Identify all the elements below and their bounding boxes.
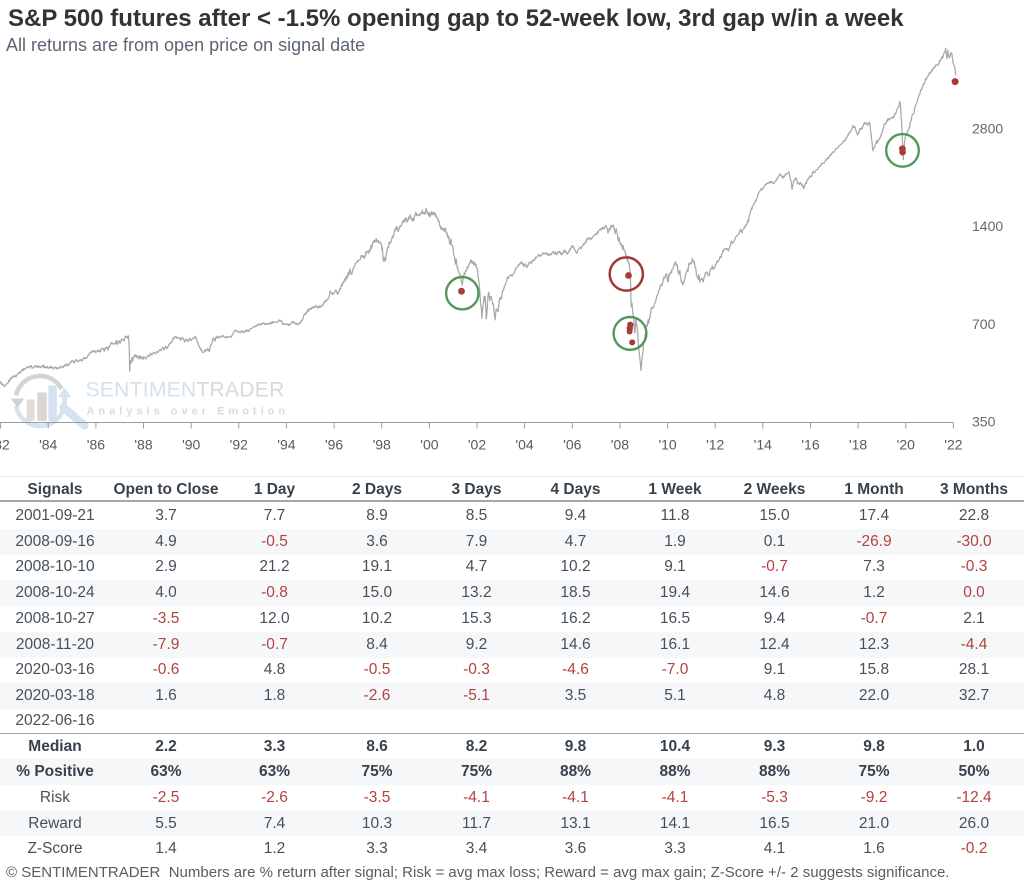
svg-text:2800: 2800 xyxy=(972,120,1003,136)
svg-text:'02: '02 xyxy=(468,437,486,453)
svg-text:1400: 1400 xyxy=(972,218,1003,234)
svg-text:'88: '88 xyxy=(134,437,152,453)
svg-text:'98: '98 xyxy=(373,437,391,453)
svg-text:'86: '86 xyxy=(87,437,105,453)
svg-text:'04: '04 xyxy=(515,437,533,453)
svg-text:'96: '96 xyxy=(325,437,343,453)
svg-text:'18: '18 xyxy=(849,437,867,453)
svg-text:'10: '10 xyxy=(658,437,676,453)
svg-text:'92: '92 xyxy=(230,437,248,453)
svg-text:'20: '20 xyxy=(897,437,915,453)
svg-text:'90: '90 xyxy=(182,437,200,453)
svg-text:'14: '14 xyxy=(754,437,772,453)
svg-text:'82: '82 xyxy=(0,437,10,453)
svg-text:'00: '00 xyxy=(420,437,438,453)
svg-text:SENTIMENTRADER: SENTIMENTRADER xyxy=(86,379,285,402)
svg-text:'84: '84 xyxy=(39,437,57,453)
svg-text:'22: '22 xyxy=(944,437,962,453)
svg-text:'16: '16 xyxy=(801,437,819,453)
svg-text:'12: '12 xyxy=(706,437,724,453)
svg-text:'94: '94 xyxy=(277,437,295,453)
svg-text:350: 350 xyxy=(972,414,996,430)
svg-text:Analysis over Emotion: Analysis over Emotion xyxy=(87,406,290,418)
svg-text:700: 700 xyxy=(972,316,996,332)
svg-text:'08: '08 xyxy=(611,437,629,453)
svg-text:'06: '06 xyxy=(563,437,581,453)
